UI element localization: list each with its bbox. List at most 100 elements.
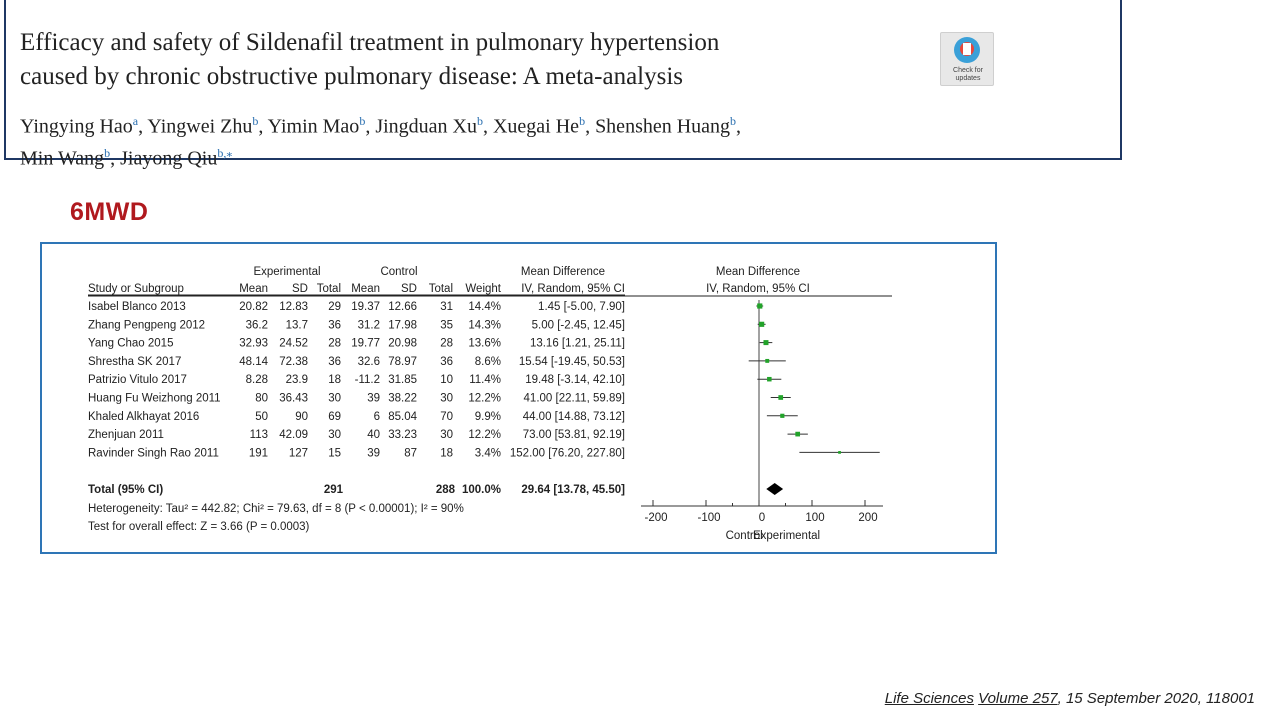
exp-mean: 20.82 [239, 301, 268, 313]
total-label: Total (95% CI) [88, 484, 163, 496]
study-name: Khaled Alkhayat 2016 [88, 411, 199, 423]
exp-total: 28 [328, 338, 341, 350]
ctl-mean: -11.2 [355, 374, 380, 386]
ctl-mean: 40 [367, 429, 380, 441]
exp-total: 30 [328, 393, 341, 405]
exp-sd: 127 [289, 447, 308, 459]
effect-marker [759, 321, 765, 327]
overall-effect-text: Test for overall effect: Z = 3.66 (P = 0… [88, 521, 310, 533]
journal-link[interactable]: Life Sciences [884, 690, 974, 707]
col-study: Study or Subgroup [88, 283, 184, 295]
exp-sd: 72.38 [279, 356, 308, 368]
x-tick-label: 0 [759, 512, 765, 524]
author-affiliation[interactable]: b,⁎ [217, 145, 233, 160]
study-name: Huang Fu Weizhong 2011 [88, 393, 221, 405]
ctl-total: 18 [440, 447, 453, 459]
author-affiliation[interactable]: b [252, 114, 259, 128]
author-affiliation[interactable]: b [359, 114, 366, 128]
study-weight: 3.4% [475, 447, 501, 459]
study-ci: 19.48 [-3.14, 42.10] [525, 374, 625, 386]
study-weight: 9.9% [475, 411, 501, 423]
study-name: Shrestha SK 2017 [88, 356, 181, 368]
study-weight: 12.2% [468, 429, 501, 441]
study-name: Ravinder Singh Rao 2011 [88, 447, 219, 459]
ctl-sd: 85.04 [388, 411, 417, 423]
ctl-mean: 19.77 [351, 338, 380, 350]
author-name[interactable]: Jiayong Qiu [120, 147, 218, 170]
effect-marker [795, 431, 801, 437]
col-ctl-sd: SD [401, 283, 417, 295]
author-name[interactable]: Jingduan Xu [375, 115, 477, 138]
author-name[interactable]: Shenshen Huang [595, 115, 731, 138]
ctl-total: 30 [440, 429, 453, 441]
author-affiliation[interactable]: b [730, 114, 737, 128]
ctl-mean: 6 [374, 411, 380, 423]
author-name[interactable]: Yimin Mao [267, 115, 360, 138]
col-ctl-total: Total [429, 283, 453, 295]
volume-link[interactable]: Volume 257 [978, 690, 1058, 707]
study-name: Zhang Pengpeng 2012 [88, 319, 205, 331]
exp-total: 15 [328, 447, 341, 459]
check-for-updates-badge[interactable]: Check for updates [940, 32, 994, 86]
study-ci: 5.00 [-2.45, 12.45] [532, 319, 625, 331]
ctl-total: 35 [440, 319, 453, 331]
study-weight: 13.6% [468, 338, 501, 350]
section-label: 6MWD [70, 198, 149, 226]
exp-mean: 191 [249, 447, 268, 459]
ctl-total: 10 [440, 374, 453, 386]
x-tick-label: 200 [858, 512, 877, 524]
exp-sd: 12.83 [279, 301, 308, 313]
col-ci-plot: IV, Random, 95% CI [706, 283, 810, 295]
ctl-sd: 31.85 [388, 374, 417, 386]
exp-total: 30 [328, 429, 341, 441]
exp-total: 69 [328, 411, 341, 423]
header-mean-difference: Mean Difference [521, 266, 605, 278]
author-affiliation[interactable]: b [104, 145, 111, 160]
study-ci: 1.45 [-5.00, 7.90] [538, 301, 625, 313]
col-exp-sd: SD [292, 283, 308, 295]
citation: Life Sciences Volume 257, 15 September 2… [885, 690, 1255, 707]
exp-mean: 8.28 [246, 374, 268, 386]
ctl-sd: 78.97 [388, 356, 417, 368]
x-tick-label: -200 [644, 512, 667, 524]
exp-total: 36 [328, 356, 341, 368]
study-name: Yang Chao 2015 [88, 338, 173, 350]
ctl-total: 31 [440, 301, 453, 313]
col-ctl-mean: Mean [351, 283, 380, 295]
ctl-sd: 12.66 [388, 301, 417, 313]
badge-text: Check for updates [953, 67, 983, 82]
exp-total: 18 [328, 374, 341, 386]
header-experimental: Experimental [253, 266, 320, 278]
study-ci: 152.00 [76.20, 227.80] [510, 447, 625, 459]
exp-sd: 24.52 [279, 338, 308, 350]
paper-title: Efficacy and safety of Sildenafil treatm… [20, 26, 900, 94]
exp-mean: 113 [250, 429, 268, 441]
total-ctl-n: 288 [436, 484, 456, 496]
exp-sd: 42.09 [279, 429, 308, 441]
exp-mean: 50 [255, 411, 268, 423]
ctl-sd: 17.98 [388, 319, 417, 331]
ctl-mean: 19.37 [351, 301, 380, 313]
study-weight: 12.2% [468, 393, 501, 405]
author-affiliation[interactable]: b [579, 114, 586, 128]
author-affiliation[interactable]: a [132, 114, 139, 128]
ctl-sd: 38.22 [388, 393, 417, 405]
x-tick-label: -100 [697, 512, 720, 524]
study-weight: 8.6% [475, 356, 501, 368]
author-affiliation[interactable]: b [476, 114, 483, 128]
paper-header-box [4, 0, 1122, 160]
author-name[interactable]: Xuegai He [492, 115, 580, 138]
ctl-total: 28 [440, 338, 453, 350]
paper-title-line-1: Efficacy and safety of Sildenafil treatm… [20, 29, 720, 56]
ctl-sd: 87 [404, 447, 417, 459]
author-name[interactable]: Min Wang [20, 147, 105, 170]
exp-mean: 48.14 [239, 356, 268, 368]
study-weight: 11.4% [469, 374, 501, 386]
author-name[interactable]: Yingying Hao [20, 115, 133, 138]
effect-marker [780, 413, 785, 418]
author-name[interactable]: Yingwei Zhu [147, 115, 253, 138]
ctl-mean: 32.6 [358, 356, 380, 368]
effect-marker [757, 303, 763, 309]
ctl-sd: 20.98 [388, 338, 417, 350]
heterogeneity-text: Heterogeneity: Tau² = 442.82; Chi² = 79.… [88, 503, 464, 515]
